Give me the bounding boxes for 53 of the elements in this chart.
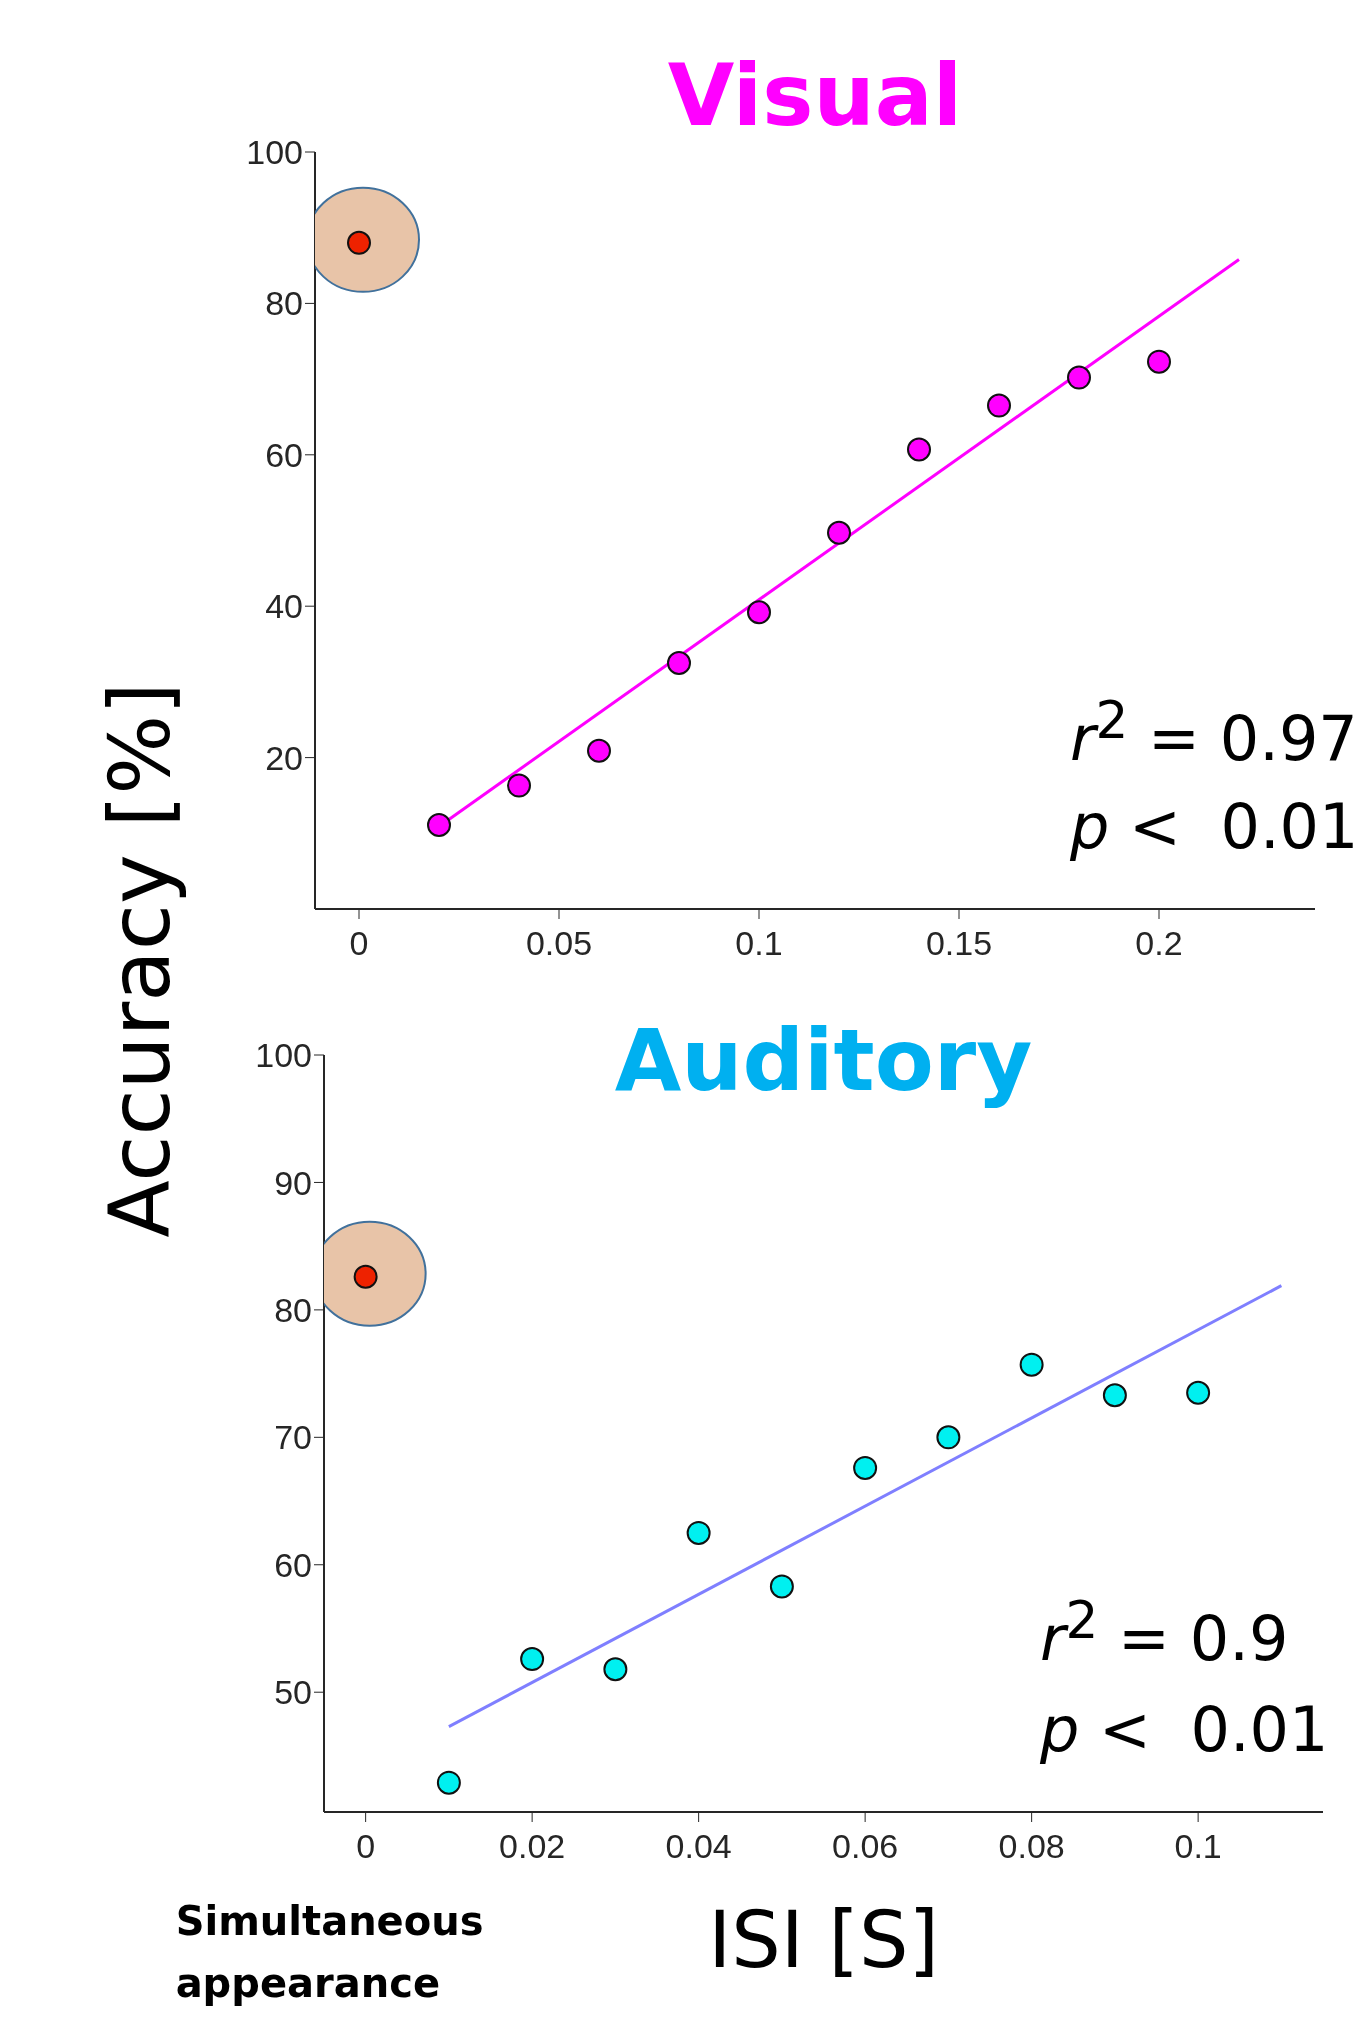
point: [347, 230, 371, 255]
x-tick-label: 0.15: [925, 924, 993, 963]
point: [353, 1264, 378, 1289]
y-tick-label: 60: [274, 1545, 312, 1584]
x-tick-label: 0: [349, 924, 369, 963]
point: [603, 1657, 628, 1682]
point: [1019, 1352, 1044, 1377]
point: [1186, 1380, 1211, 1405]
text: Simultaneous appearance: [175, 1897, 485, 2008]
x-axis-title: ISI [S]: [708, 1895, 939, 1985]
y-axis-title: Accuracy [%]: [90, 681, 190, 1240]
y-tick-label: 100: [255, 1036, 312, 1075]
point: [436, 1770, 461, 1795]
y-tick-label: 20: [265, 738, 303, 777]
point: [667, 650, 691, 675]
annotation: r$^{2}$ = 0.9: [1040, 1590, 1289, 1675]
chart-title: Visual: [666, 45, 964, 145]
x-tick-label: 0.04: [665, 1827, 732, 1866]
point: [769, 1574, 794, 1599]
y-tick-label: 50: [274, 1673, 312, 1712]
x-tick-label: 0.05: [525, 924, 593, 963]
point: [427, 812, 451, 837]
y-tick-label: 70: [274, 1418, 312, 1457]
y-tick-label: 90: [274, 1163, 312, 1202]
x-tick-label: 0.1: [735, 924, 783, 963]
point: [686, 1520, 711, 1545]
chart-title: Auditory: [613, 1010, 1034, 1110]
point: [747, 600, 771, 625]
annotation: p < 0.01: [1040, 1693, 1329, 1766]
point: [587, 738, 611, 763]
y-tick-label: 60: [265, 435, 303, 474]
x-tick-label: 0.2: [1135, 924, 1183, 963]
x-tick-label: 0.02: [499, 1827, 566, 1866]
x-tick-label: 0.08: [998, 1827, 1065, 1866]
point: [907, 437, 931, 462]
point: [936, 1425, 961, 1450]
x-tick-label: 0: [356, 1827, 376, 1866]
annotation: r$^{2}$ = 0.97: [1070, 690, 1358, 775]
point: [1147, 349, 1171, 374]
annotation: p < 0.01: [1070, 790, 1359, 863]
point: [520, 1647, 545, 1672]
x-tick-label: 0.06: [832, 1827, 899, 1866]
y-tick-label: 80: [265, 284, 303, 323]
point: [987, 393, 1011, 418]
point: [853, 1455, 878, 1480]
point: [507, 773, 531, 798]
x-tick-label: 0.1: [1174, 1827, 1222, 1866]
point: [1102, 1383, 1127, 1408]
y-tick-label: 100: [246, 133, 303, 172]
y-tick-label: 80: [274, 1290, 312, 1329]
y-tick-label: 40: [265, 587, 303, 626]
point: [827, 520, 851, 545]
point: [1067, 365, 1091, 390]
